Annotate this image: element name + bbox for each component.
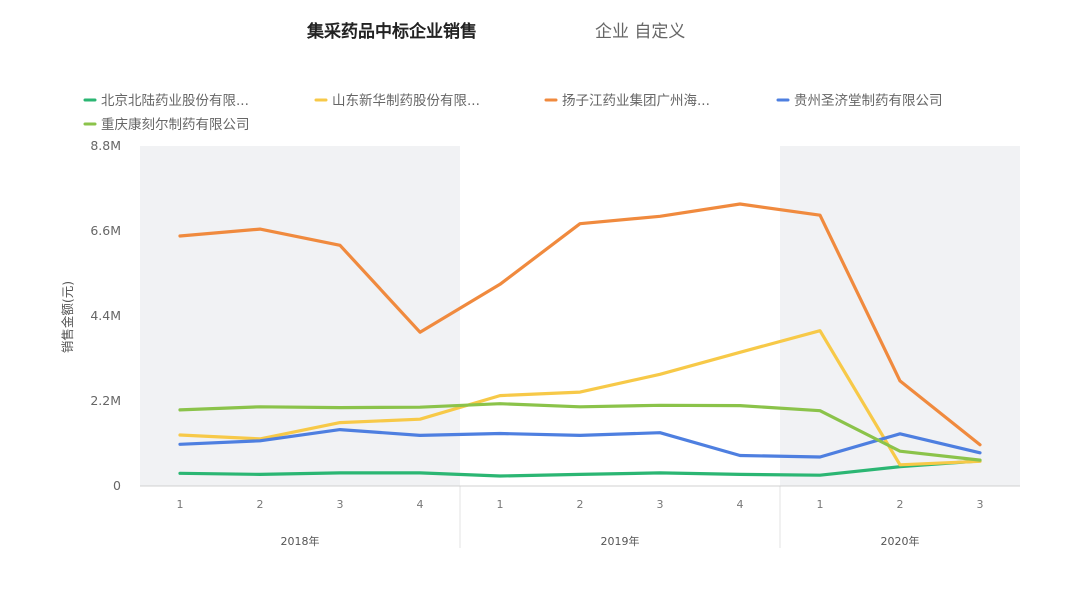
y-tick-label: 8.8M [90, 138, 121, 153]
x-tick-label: 4 [417, 498, 424, 511]
x-tick-label: 2 [257, 498, 264, 511]
legend-item: 山东新华制药股份有限... [314, 93, 480, 109]
group-band [780, 146, 1020, 486]
chart-title: 集采药品中标企业销售 [306, 21, 477, 42]
legend-label: 重庆康刻尔制药有限公司 [101, 116, 250, 133]
group-label: 2019年 [601, 534, 640, 548]
series-line-5 [178, 402, 982, 462]
series-line-3 [178, 202, 982, 447]
y-tick-label: 0 [113, 478, 121, 493]
legend-label: 扬子江药业集团广州海... [562, 93, 710, 109]
x-tick-label: 1 [497, 498, 504, 511]
legend-item: 扬子江药业集团广州海... [544, 93, 710, 109]
group-label: 2018年 [281, 534, 320, 548]
x-tick-label: 3 [977, 498, 984, 511]
y-axis: 0 2.2M 4.4M 6.6M 8.8M [90, 138, 121, 493]
legend-item: 重庆康刻尔制药有限公司 [83, 116, 250, 133]
legend-item: 贵州圣济堂制药有限公司 [776, 93, 943, 109]
x-tick-label: 4 [737, 498, 744, 511]
legend-label: 北京北陆药业股份有限... [101, 93, 249, 109]
series-lines [178, 202, 982, 478]
group-label: 2020年 [881, 534, 920, 548]
legend-item: 北京北陆药业股份有限... [83, 93, 249, 109]
y-tick-label: 2.2M [90, 393, 121, 408]
chart-subtitle: 企业 自定义 [595, 22, 685, 42]
x-tick-label: 1 [817, 498, 824, 511]
x-tick-label: 3 [657, 498, 664, 511]
y-tick-label: 6.6M [90, 223, 121, 238]
x-tick-label: 2 [577, 498, 584, 511]
x-tick-label: 3 [337, 498, 344, 511]
x-tick-label: 1 [177, 498, 184, 511]
x-axis: 2018年 2019年 2020年 1 2 3 4 1 2 3 4 1 2 3 [140, 485, 1020, 548]
y-tick-label: 4.4M [90, 308, 121, 323]
legend: 北京北陆药业股份有限... 山东新华制药股份有限... 扬子江药业集团广州海... 贵… [83, 93, 943, 133]
series-line-4 [178, 428, 982, 459]
x-tick-label: 2 [897, 498, 904, 511]
legend-label: 贵州圣济堂制药有限公司 [794, 93, 943, 109]
y-axis-label: 销售金额(元) [60, 281, 75, 353]
series-line-2 [178, 329, 982, 467]
legend-label: 山东新华制药股份有限... [332, 93, 480, 109]
series-line-1 [178, 459, 982, 478]
